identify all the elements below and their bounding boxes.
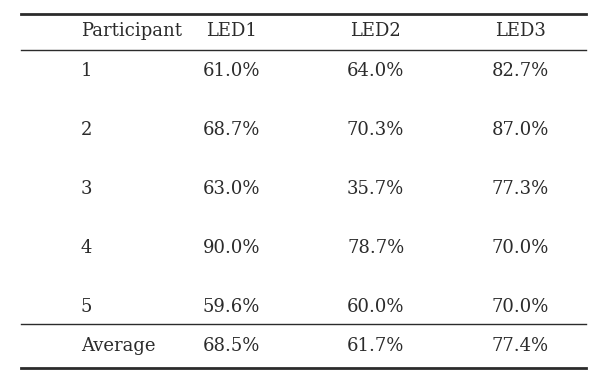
Text: 68.5%: 68.5% (203, 337, 260, 356)
Text: Average: Average (81, 337, 155, 356)
Text: 64.0%: 64.0% (347, 62, 404, 80)
Text: 4: 4 (81, 239, 92, 257)
Text: 63.0%: 63.0% (203, 180, 260, 198)
Text: Participant: Participant (81, 22, 182, 40)
Text: 70.0%: 70.0% (491, 239, 549, 257)
Text: 59.6%: 59.6% (203, 298, 260, 316)
Text: 68.7%: 68.7% (203, 121, 260, 139)
Text: 60.0%: 60.0% (347, 298, 404, 316)
Text: 77.4%: 77.4% (492, 337, 549, 356)
Text: 2: 2 (81, 121, 92, 139)
Text: 90.0%: 90.0% (203, 239, 260, 257)
Text: 77.3%: 77.3% (492, 180, 549, 198)
Text: 35.7%: 35.7% (347, 180, 404, 198)
Text: 70.3%: 70.3% (347, 121, 404, 139)
Text: 87.0%: 87.0% (491, 121, 549, 139)
Text: LED3: LED3 (495, 22, 546, 40)
Text: 61.0%: 61.0% (203, 62, 260, 80)
Text: LED2: LED2 (350, 22, 401, 40)
Text: 3: 3 (81, 180, 92, 198)
Text: 70.0%: 70.0% (491, 298, 549, 316)
Text: 78.7%: 78.7% (347, 239, 404, 257)
Text: LED1: LED1 (206, 22, 257, 40)
Text: 61.7%: 61.7% (347, 337, 404, 356)
Text: 5: 5 (81, 298, 92, 316)
Text: 1: 1 (81, 62, 92, 80)
Text: 82.7%: 82.7% (492, 62, 549, 80)
